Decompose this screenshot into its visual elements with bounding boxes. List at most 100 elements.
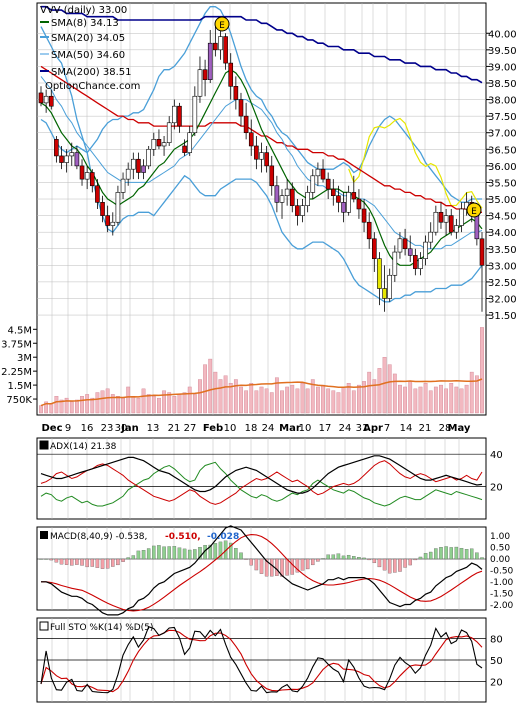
price-tick-label: 38.50: [488, 79, 517, 90]
macd-tick-label: 0.00: [490, 555, 510, 565]
candle-body: [141, 165, 146, 173]
candle-body: [300, 205, 305, 216]
volume-bar: [39, 405, 43, 414]
volume-bar: [300, 383, 305, 414]
candle-body: [315, 168, 321, 177]
x-tick-label: Mar: [279, 423, 301, 434]
macd-histogram-bar: [305, 558, 310, 570]
volume-bar: [172, 396, 177, 414]
macd-histogram-bar: [341, 555, 346, 560]
volume-bar: [74, 399, 79, 414]
x-tick-label: 9: [65, 423, 71, 434]
volume-bar: [428, 390, 433, 414]
candle-body: [366, 221, 372, 240]
volume-bar: [95, 392, 100, 414]
macd-histogram-bar: [198, 547, 202, 560]
sma20-line: [40, 76, 483, 250]
x-tick-label: 28: [439, 423, 452, 434]
sto-d-line: [40, 629, 483, 693]
x-tick-label: 27: [184, 423, 197, 434]
volume-bar: [377, 368, 382, 414]
macd-histogram-bar: [80, 558, 84, 566]
macd-histogram-bar: [346, 554, 351, 560]
candle-body: [59, 155, 64, 163]
macd-histogram-bar: [254, 558, 259, 571]
moving-averages: [40, 5, 483, 266]
x-tick-label: Feb: [203, 423, 223, 434]
macd-histogram-bar: [393, 558, 397, 573]
macd-histogram-bar: [152, 545, 156, 560]
candle-body: [187, 132, 193, 153]
candle-body: [54, 139, 59, 157]
candle-body: [351, 192, 357, 200]
volume-bar: [116, 396, 120, 414]
volume-bar: [157, 397, 161, 414]
macd-histogram-bar: [126, 557, 130, 560]
candle-body: [177, 105, 182, 127]
macd-tick-label: -1.00: [490, 578, 514, 588]
volume-bar: [280, 390, 284, 414]
macd-histogram-bar: [70, 558, 74, 566]
macd-histogram-bar: [136, 550, 141, 560]
candle-body: [279, 195, 285, 203]
candle-body: [243, 115, 249, 134]
volume-bar: [208, 358, 213, 414]
macd-histogram-bar: [187, 549, 192, 560]
macd-histogram-bar: [167, 546, 171, 560]
di-minus-line: [40, 460, 483, 505]
volume-bar: [346, 383, 351, 414]
macd-histogram-bar: [244, 558, 248, 560]
volume-bar: [244, 390, 249, 414]
candle-body: [218, 36, 223, 51]
candle-body: [346, 192, 351, 213]
macd-histogram-bar: [141, 550, 146, 560]
macd-histogram-bar: [459, 547, 464, 560]
price-tick-label: 33.50: [488, 245, 517, 256]
volume-bar: [167, 392, 172, 414]
candle-body: [341, 202, 346, 213]
candle-body: [264, 152, 269, 167]
macd-histogram-bar: [454, 546, 459, 560]
macd-histogram-bar: [249, 558, 253, 566]
macd-tick-label: -1.50: [490, 590, 514, 600]
macd-histogram-bar: [423, 553, 428, 560]
adx-label: ADX(14) 21.38: [39, 440, 117, 452]
volume-bar: [290, 384, 295, 414]
macd-histogram-bar: [54, 558, 59, 563]
volume-bar: [474, 375, 479, 414]
candle-body: [438, 211, 444, 223]
volume-bar: [49, 403, 54, 414]
adx-swatch: [39, 440, 49, 450]
x-tick-label: 31: [356, 423, 369, 434]
candle-body: [479, 238, 485, 266]
event-marker-label-2: E: [471, 207, 477, 217]
volume-bar: [213, 371, 218, 414]
volume-bar: [259, 386, 264, 414]
x-tick-label: 7: [384, 423, 390, 434]
macd-line: [41, 525, 483, 616]
candle-body: [433, 211, 439, 233]
macd-histogram-bar: [428, 551, 433, 560]
price-tick-label: 39.00: [488, 62, 517, 73]
candle-body: [105, 215, 110, 226]
legend-sma50: SMA(50) 34.60: [51, 50, 125, 61]
volume-bar: [331, 390, 336, 414]
x-tick-label: Apr: [363, 423, 383, 434]
x-tick-label: 24: [339, 423, 352, 434]
macd-histogram-bar: [449, 547, 453, 560]
candle-body: [295, 205, 300, 216]
macd-histogram-bar: [403, 558, 407, 568]
volume-average-line: [40, 378, 483, 407]
macd-histogram-bar: [218, 541, 223, 560]
volume-bar: [254, 390, 259, 414]
volume-bar: [480, 327, 484, 414]
macd-histogram-bar: [270, 558, 274, 577]
price-tick-label: 34.00: [488, 228, 517, 239]
volume-bar: [69, 401, 74, 414]
volume-bar: [85, 394, 90, 414]
volume-bar: [110, 394, 115, 414]
volume-tick-label: 1.5M: [7, 381, 32, 392]
macd-histogram-bar: [290, 558, 295, 575]
volume-tick-label: 2.25M: [1, 367, 32, 378]
macd-histogram-bar: [352, 556, 356, 560]
